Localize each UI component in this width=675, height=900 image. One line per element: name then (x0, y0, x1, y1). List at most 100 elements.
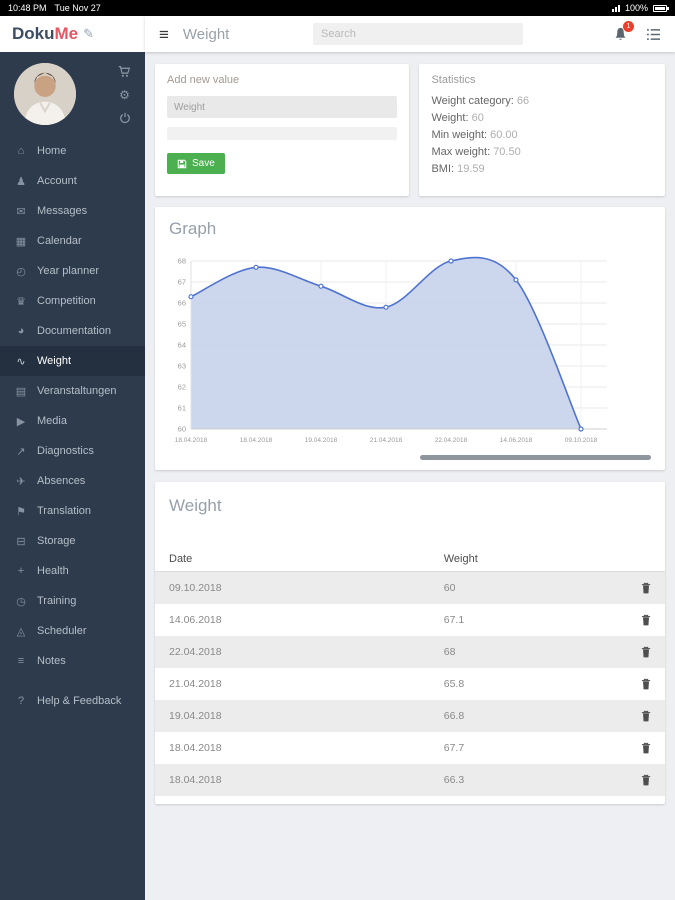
notifications-button[interactable]: 1 (613, 21, 634, 42)
sidebar-item-weight[interactable]: ∿ Weight (0, 346, 145, 376)
sidebar-item-label: Account (37, 175, 77, 187)
row-date: 19.04.2018 (169, 710, 222, 722)
competition-icon: ♛ (16, 295, 26, 308)
svg-text:61: 61 (178, 404, 186, 413)
delete-row-button[interactable] (631, 646, 651, 658)
chart-scrollbar-track (169, 455, 651, 460)
statistic-row: Weight: 60 (431, 111, 653, 125)
add-value-title: Add new value (167, 74, 240, 86)
status-bar: 10:48 PM Tue Nov 27 100% (0, 0, 675, 16)
statistic-row: Max weight: 70.50 (431, 145, 653, 159)
sidebar-item-media[interactable]: ▶ Media (0, 406, 145, 436)
statistic-label: Weight: (431, 112, 472, 124)
sidebar-item-label: Home (37, 145, 67, 157)
sidebar-item-storage[interactable]: ⊟ Storage (0, 526, 145, 556)
column-header-date: Date (169, 552, 193, 565)
delete-row-button[interactable] (631, 582, 651, 594)
page-title: Weight (182, 25, 230, 43)
sidebar-item-label: Health (37, 565, 69, 577)
svg-text:18.04.2018: 18.04.2018 (175, 437, 208, 444)
battery-percent: 100% (624, 3, 648, 13)
statistic-value: 60 (471, 112, 484, 124)
chart-scrollbar[interactable] (419, 455, 651, 460)
storage-icon: ⊟ (16, 535, 26, 548)
sidebar-item-home[interactable]: ⌂ Home (0, 136, 145, 166)
save-button-label: Save (192, 158, 215, 169)
list-icon (647, 28, 660, 40)
sidebar-item-health[interactable]: + Health (0, 556, 145, 586)
table-row: 18.04.2018 66.3 (155, 764, 665, 796)
power-icon[interactable] (119, 111, 131, 124)
sidebar-item-year-planner[interactable]: ◴ Year planner (0, 256, 145, 286)
svg-text:14.06.2018: 14.06.2018 (500, 437, 533, 444)
row-date: 14.06.2018 (169, 614, 222, 626)
scheduler-icon: ◬ (16, 625, 26, 638)
sidebar-item-label: Notes (37, 655, 66, 667)
statistic-row: Min weight: 60.00 (431, 128, 653, 142)
sidebar-item-label: Scheduler (37, 625, 87, 637)
statistic-value: 60.00 (490, 129, 518, 141)
sidebar-item-messages[interactable]: ✉ Messages (0, 196, 145, 226)
year-planner-icon: ◴ (16, 265, 26, 278)
notes-icon: ≡ (17, 655, 25, 667)
cart-icon[interactable] (118, 65, 131, 78)
delete-row-button[interactable] (631, 614, 651, 626)
sidebar-item-documentation[interactable]: ◕ Documentation (0, 316, 145, 346)
sidebar-item-scheduler[interactable]: ◬ Scheduler (0, 616, 145, 646)
weight-input[interactable] (167, 96, 398, 118)
notification-badge: 1 (623, 21, 634, 32)
hamburger-menu-icon[interactable]: ≡ (159, 24, 169, 44)
row-weight: 65.8 (443, 678, 465, 690)
delete-row-button[interactable] (631, 742, 651, 754)
row-date: 09.10.2018 (169, 582, 222, 594)
translation-icon: ⚑ (16, 505, 26, 518)
sidebar-item-notes[interactable]: ≡ Notes (0, 646, 145, 676)
sidebar-item-help-feedback[interactable]: ? Help & Feedback (0, 686, 145, 716)
svg-text:62: 62 (178, 383, 186, 392)
sidebar-item-label: Messages (37, 205, 88, 217)
save-icon (177, 159, 187, 168)
statistic-label: Max weight: (431, 146, 494, 158)
secondary-field[interactable] (167, 127, 398, 140)
avatar[interactable] (14, 63, 76, 125)
sidebar-item-calendar[interactable]: ▦ Calendar (0, 226, 145, 256)
svg-text:18.04.2018: 18.04.2018 (240, 437, 273, 444)
media-icon: ▶ (16, 415, 26, 428)
list-menu-button[interactable] (646, 28, 661, 41)
sidebar-item-absences[interactable]: ✈ Absences (0, 466, 145, 496)
svg-text:65: 65 (178, 320, 186, 329)
statistic-label: Weight category: (431, 95, 517, 107)
messages-icon: ✉ (16, 205, 26, 218)
app-logo: Doku Me ✎ (0, 16, 145, 52)
save-button[interactable]: Save (167, 153, 225, 174)
sidebar-item-veranstaltungen[interactable]: ▤ Veranstaltungen (0, 376, 145, 406)
sidebar-item-diagnostics[interactable]: ↗ Diagnostics (0, 436, 145, 466)
logo-text-primary: Doku (12, 24, 55, 43)
sidebar-item-training[interactable]: ◷ Training (0, 586, 145, 616)
trash-icon (641, 710, 651, 722)
column-header-weight: Weight (443, 552, 478, 565)
sidebar-item-label: Absences (37, 475, 86, 487)
delete-row-button[interactable] (631, 774, 651, 786)
graph-title: Graph (169, 219, 217, 238)
status-time: 10:48 PM (8, 3, 47, 13)
health-icon: + (17, 565, 25, 577)
statistic-row: Weight category: 66 (431, 94, 653, 108)
delete-row-button[interactable] (631, 678, 651, 690)
row-weight: 67.7 (443, 742, 465, 754)
settings-icon[interactable]: ⚙ (119, 87, 130, 102)
account-icon: ♟ (16, 175, 26, 188)
svg-text:09.10.2018: 09.10.2018 (565, 437, 598, 444)
pencil-icon: ✎ (83, 26, 95, 41)
search-input[interactable] (313, 23, 523, 45)
sidebar-item-translation[interactable]: ⚑ Translation (0, 496, 145, 526)
table-row: 18.04.2018 67.7 (155, 732, 665, 764)
svg-text:22.04.2018: 22.04.2018 (435, 437, 468, 444)
graph-card: Graph 60 61 62 63 64 65 66 67 68 18.04.2018 18.04.… (155, 207, 665, 470)
statistic-value: 70.50 (493, 146, 521, 158)
table-row: 14.06.2018 67.1 (155, 604, 665, 636)
delete-row-button[interactable] (631, 710, 651, 722)
statistic-value: 19.59 (457, 163, 485, 175)
sidebar-item-competition[interactable]: ♛ Competition (0, 286, 145, 316)
sidebar-item-account[interactable]: ♟ Account (0, 166, 145, 196)
